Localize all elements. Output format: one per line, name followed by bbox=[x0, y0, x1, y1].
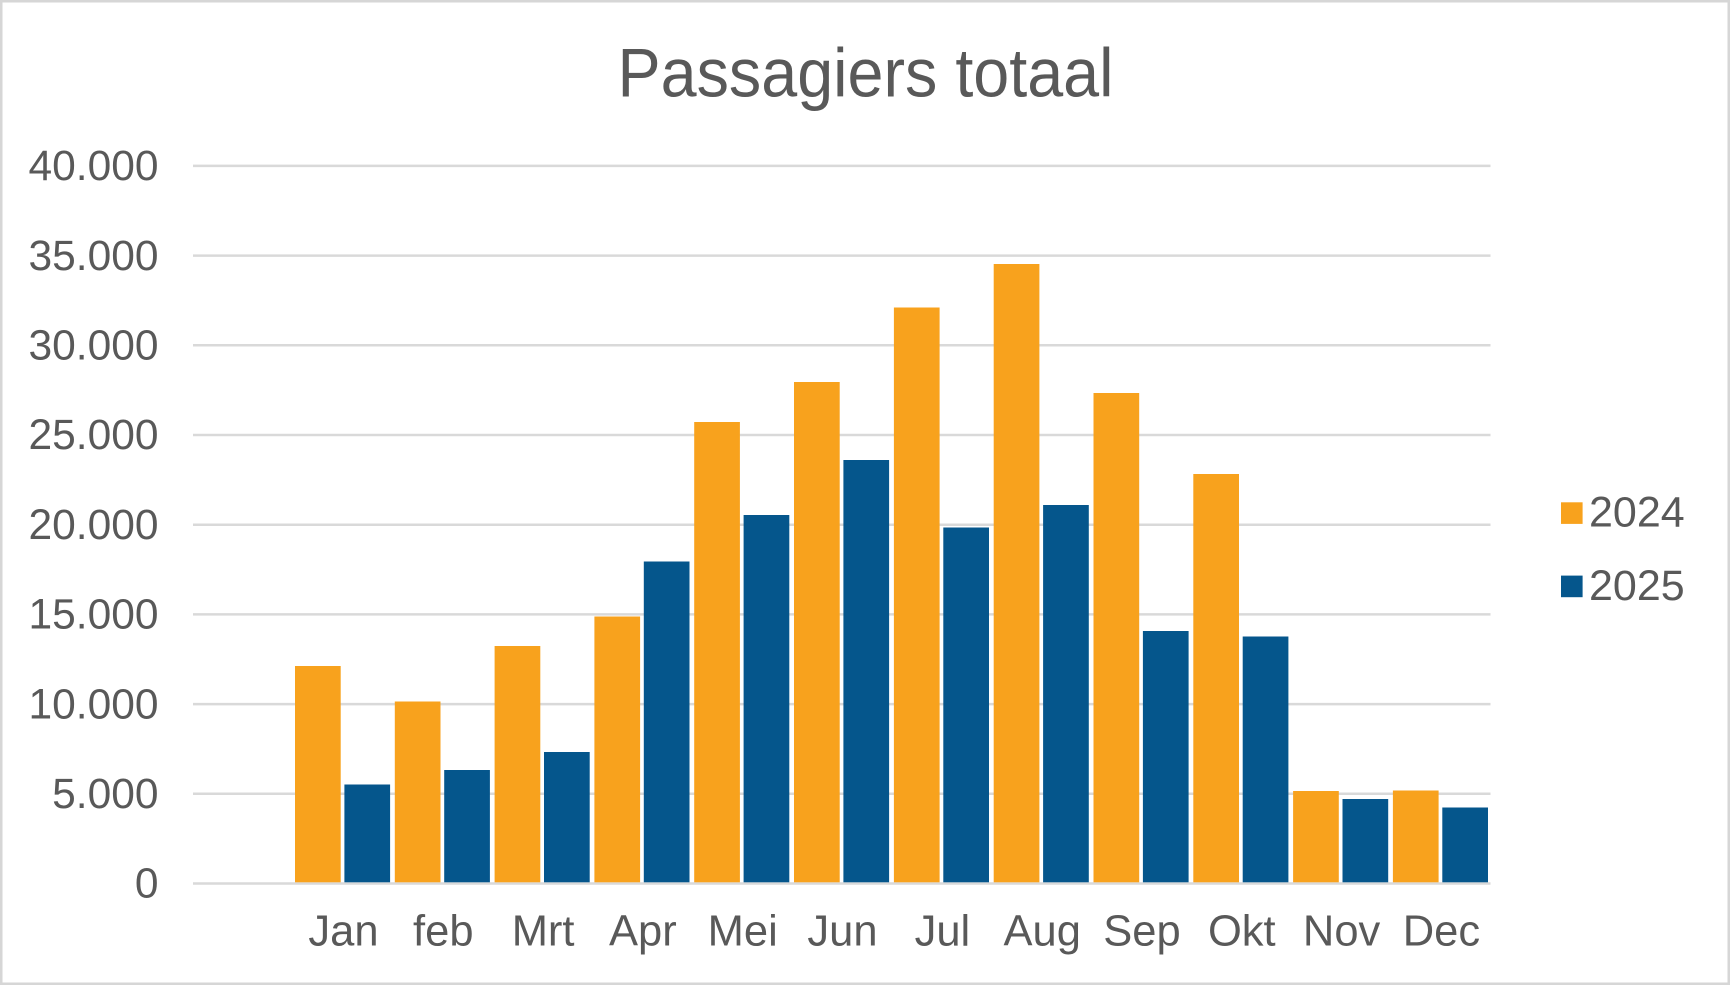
svg-text:10.000: 10.000 bbox=[29, 681, 159, 728]
svg-text:Sep: Sep bbox=[1103, 908, 1180, 956]
svg-text:Okt: Okt bbox=[1208, 908, 1276, 956]
svg-text:Jun: Jun bbox=[807, 908, 877, 956]
svg-text:Mei: Mei bbox=[708, 908, 778, 956]
svg-text:15.000: 15.000 bbox=[29, 592, 159, 639]
svg-text:35.000: 35.000 bbox=[29, 233, 159, 280]
svg-text:Apr: Apr bbox=[609, 908, 677, 956]
svg-text:Mrt: Mrt bbox=[512, 908, 575, 956]
svg-text:feb: feb bbox=[413, 908, 473, 956]
svg-text:25.000: 25.000 bbox=[29, 412, 159, 459]
svg-text:0: 0 bbox=[135, 861, 159, 908]
svg-text:Dec: Dec bbox=[1403, 908, 1480, 956]
svg-text:Aug: Aug bbox=[1003, 908, 1080, 956]
svg-text:5.000: 5.000 bbox=[52, 771, 158, 818]
svg-text:40.000: 40.000 bbox=[29, 143, 159, 190]
svg-text:20.000: 20.000 bbox=[29, 502, 159, 549]
svg-text:Passagiers totaal: Passagiers totaal bbox=[618, 34, 1114, 111]
svg-text:Jan: Jan bbox=[308, 908, 378, 956]
svg-text:30.000: 30.000 bbox=[29, 323, 159, 370]
svg-text:2024: 2024 bbox=[1589, 489, 1685, 537]
svg-text:Nov: Nov bbox=[1303, 908, 1381, 956]
svg-text:2025: 2025 bbox=[1589, 562, 1685, 610]
svg-text:Jul: Jul bbox=[915, 908, 971, 956]
